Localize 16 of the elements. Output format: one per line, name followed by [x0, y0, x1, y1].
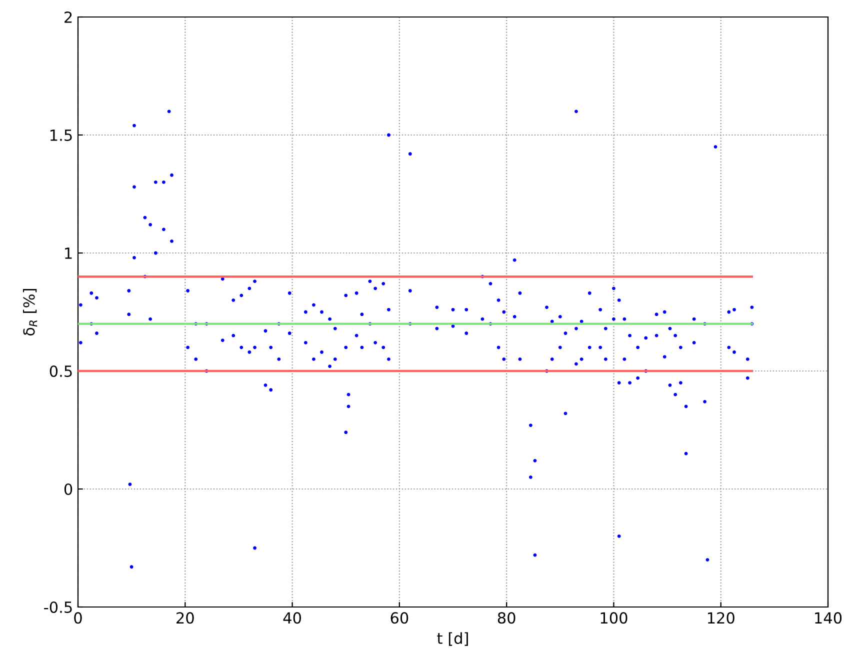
x-axis-title: t [d] [437, 632, 468, 646]
x-tick-label: 140 [815, 612, 842, 624]
y-tick-label: 0 [64, 483, 72, 496]
x-tick-label: 20 [176, 612, 194, 624]
y-tick-label: 2 [64, 11, 72, 23]
x-tick-label: 100 [600, 612, 628, 624]
y-tick-label: 0.5 [50, 365, 72, 378]
x-tick-label: 80 [498, 612, 516, 624]
x-tick-label: 40 [283, 612, 301, 624]
y-axis-title: δ$_{R}$ [%] [22, 289, 38, 336]
x-tick-label: 120 [708, 612, 734, 624]
y-tick-label: -0.5 [44, 601, 72, 614]
x-tick-label: 0 [74, 612, 82, 624]
x-tick-label: 60 [390, 612, 408, 624]
y-tick-label: 1.5 [50, 130, 72, 142]
y-tick-label: 1 [65, 248, 72, 259]
